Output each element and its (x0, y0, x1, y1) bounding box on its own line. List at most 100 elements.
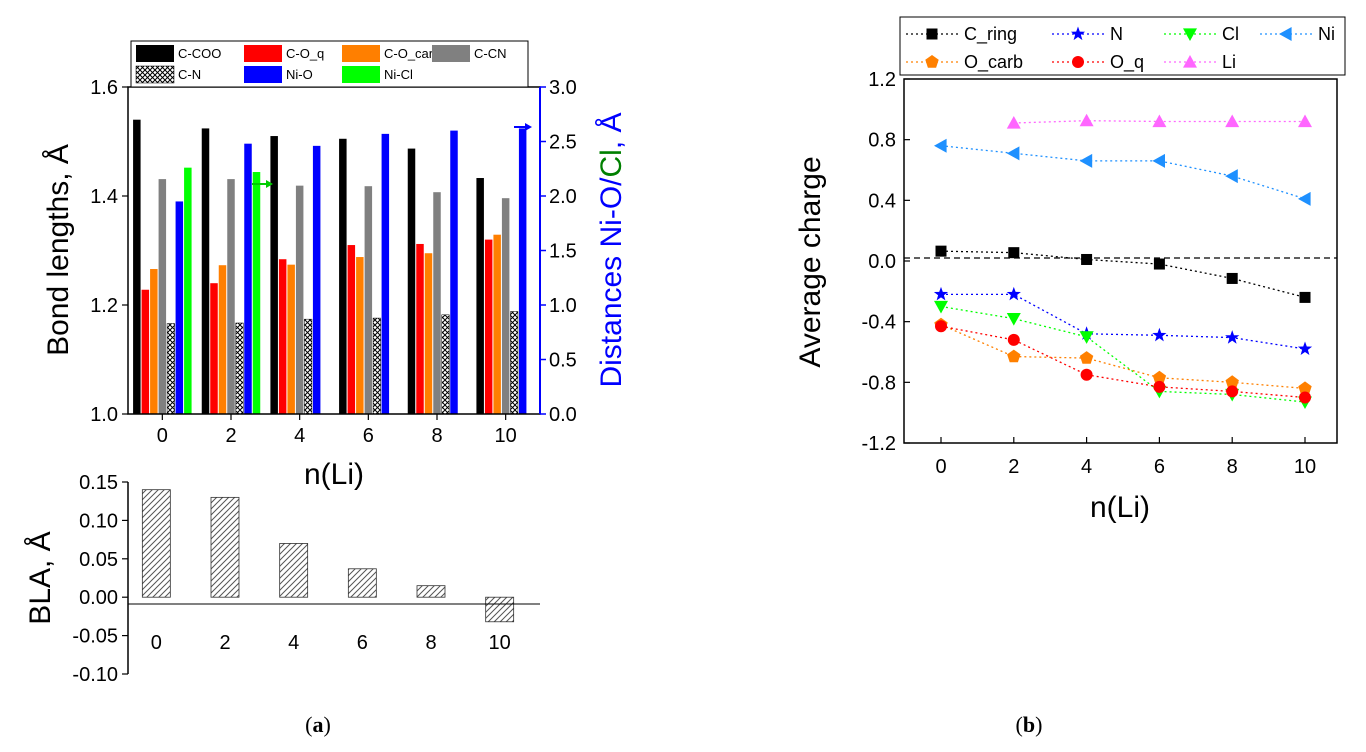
legend-swatch-c-o-carb (342, 45, 380, 62)
a-bottom-x-tick-label: 6 (357, 632, 368, 654)
b-x-axis-label: n(Li) (1090, 491, 1150, 524)
bla-bar-n4 (279, 543, 309, 598)
a-top-y-axis-label: Bond lengths, Å (42, 144, 75, 356)
legend-swatch-c-o-q (244, 45, 282, 62)
bar-c-cn-n2 (227, 179, 235, 414)
legend-label-c-o-q: C-O_q (286, 46, 324, 61)
legend-label-c-ring: C_ring (964, 24, 1017, 45)
a-top-y2-tick-label: 1.5 (549, 241, 577, 263)
bar-c-n-n2 (235, 322, 244, 415)
point-ni-n8 (1225, 169, 1238, 184)
a-bottom-y-tick-label: 0.00 (79, 587, 118, 609)
a-top-y2-tick-label: 0.0 (549, 404, 577, 426)
legend-marker-ni (1279, 27, 1292, 41)
legend-marker-c-ring (926, 28, 938, 40)
a-top-x-tick-label: 8 (431, 425, 442, 447)
legend-marker-o-q (1072, 56, 1084, 68)
a-bottom-y-tick-label: -0.05 (72, 626, 118, 648)
point-o-q-n4 (1080, 368, 1093, 381)
a-bottom-x-tick-label: 10 (489, 632, 511, 654)
b-y-axis-label: Average charge (794, 156, 827, 367)
b-y-tick-label: -0.8 (862, 372, 896, 394)
b-series (933, 113, 1313, 410)
bla-bar-n10 (485, 596, 515, 623)
series-line-cl (940, 305, 1306, 403)
legend-marker-cl (1183, 28, 1197, 41)
bar-c-o-carb-n8 (424, 253, 433, 414)
point-o-q-n2 (1007, 333, 1020, 346)
a-top-x-axis-label: n(Li) (304, 458, 364, 491)
a-top-y2-ticks: 0.0 0.5 1.0 1.5 2.0 2.5 3.0 (540, 77, 577, 426)
a-bottom-y-tick-label: -0.10 (72, 664, 118, 686)
a-bottom-y-ticks: -0.10 -0.05 0.00 0.05 0.10 0.15 (72, 472, 128, 686)
point-cl-n2 (1006, 313, 1021, 326)
b-y-tick-label: -1.2 (862, 433, 896, 455)
bar-c-n-n0 (166, 323, 175, 415)
bar-c-coo-n0 (133, 119, 141, 414)
legend-label-o-q: O_q (1110, 52, 1144, 73)
bar-ni-o-n8 (450, 130, 458, 414)
a-bottom-x-tick-label: 8 (425, 632, 436, 654)
legend-label-ni-cl: Ni-Cl (384, 67, 413, 82)
bar-c-n-n8 (441, 314, 450, 415)
point-c-ring-n8 (1226, 272, 1238, 284)
bar-c-cn-n8 (433, 192, 441, 414)
point-n-n8 (1225, 330, 1240, 344)
bar-c-cn-n10 (501, 198, 510, 414)
point-cl-n4 (1079, 331, 1094, 344)
b-y-ticks: -1.2 -0.8 -0.4 0.0 0.4 0.8 1.2 (862, 69, 910, 455)
bar-c-cn-n4 (295, 185, 304, 414)
a-top-y-tick-label: 1.0 (90, 404, 118, 426)
point-c-ring-n0 (935, 245, 947, 257)
panel-b-chart: -1.2 -0.8 -0.4 0.0 0.4 0.8 1.2 0 2 4 6 8 10 Average… (794, 69, 1338, 524)
point-o-q-n6 (1153, 380, 1166, 393)
a-top-x-ticks: 0 2 4 6 8 10 (157, 414, 517, 447)
a-bottom-y-tick-label: 0.05 (79, 549, 118, 571)
a-top-y-tick-label: 1.4 (90, 186, 118, 208)
bar-c-o-q-n8 (416, 243, 424, 414)
a-top-y-tick-label: 1.6 (90, 77, 118, 99)
bar-c-coo-n8 (407, 148, 416, 414)
caption-a: (a) (305, 712, 331, 737)
point-li-n4 (1079, 113, 1094, 127)
legend-label-c-coo: C-COO (178, 46, 221, 61)
point-c-ring-n10 (1299, 291, 1311, 303)
b-x-tick-label: 2 (1008, 456, 1019, 478)
a-top-x-tick-label: 6 (363, 425, 374, 447)
a-top-y2-tick-label: 3.0 (549, 77, 577, 99)
legend-label-c-n: C-N (178, 67, 201, 82)
point-n-n10 (1297, 341, 1313, 355)
legend-label-ni-o: Ni-O (286, 67, 313, 82)
a-top-y-ticks: 1.0 1.2 1.4 1.6 (90, 77, 128, 426)
legend-swatch-ni-o (244, 66, 282, 83)
point-ni-n4 (1079, 153, 1093, 168)
bar-c-coo-n2 (201, 128, 210, 415)
point-c-ring-n6 (1153, 258, 1165, 270)
point-li-n6 (1152, 114, 1167, 128)
point-o-carb-n2 (1007, 349, 1021, 363)
legend-swatch-c-cn (432, 45, 470, 62)
bla-bar-n8 (416, 585, 446, 598)
b-x-ticks: 0 2 4 6 8 10 (935, 437, 1316, 478)
point-n-n0 (933, 286, 949, 301)
ni-cl-arrow (252, 180, 273, 188)
a-bottom-x-tick-label: 4 (288, 632, 299, 654)
point-n-n6 (1152, 327, 1167, 342)
a-bottom-y-tick-label: 0.10 (79, 510, 118, 532)
series-line-ni (940, 145, 1306, 200)
point-o-q-n8 (1226, 385, 1239, 398)
b-x-tick-label: 8 (1227, 456, 1238, 478)
b-y-tick-label: 1.2 (868, 69, 896, 91)
a-bottom-x-tick-label: 2 (219, 632, 230, 654)
a-top-y2-tick-label: 0.5 (549, 350, 577, 372)
bar-ni-o-n6 (381, 133, 390, 414)
bar-c-o-q-n10 (484, 239, 493, 414)
bar-c-n-n10 (510, 311, 519, 415)
legend-swatch-c-n (135, 65, 175, 84)
bar-c-o-carb-n2 (218, 265, 227, 414)
a-top-y2-axis-label: Distances Ni-O/Cl, Å (595, 112, 628, 387)
b-y-tick-label: 0.8 (868, 130, 896, 152)
point-cl-n0 (934, 300, 948, 314)
bar-c-n-n4 (304, 318, 313, 415)
bar-c-o-carb-n6 (356, 257, 364, 414)
